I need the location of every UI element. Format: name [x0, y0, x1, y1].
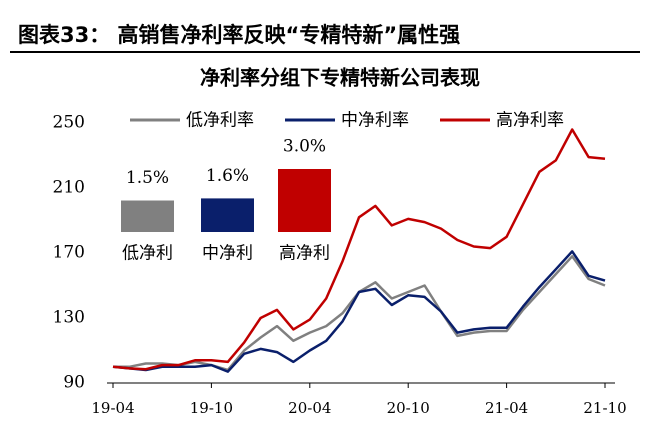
y-tick-label: 90	[63, 373, 85, 393]
series-line	[112, 250, 606, 373]
x-tick-label: 21-04	[485, 399, 528, 417]
chart-title: 净利率分组下专精特新公司表现	[200, 66, 480, 90]
inset-value-label: 3.0%	[283, 137, 326, 157]
inset-bar	[278, 169, 331, 232]
inset-category-label: 低净利	[122, 244, 173, 264]
y-tick-label: 130	[53, 308, 85, 328]
inset-value-label: 1.6%	[206, 166, 249, 186]
header-title: 图表33： 高销售净利率反映“专精特新”属性强	[18, 23, 460, 47]
inset-bar	[121, 200, 174, 232]
inset-value-label: 1.5%	[126, 168, 169, 188]
x-tick-label: 20-04	[288, 399, 331, 417]
series-line	[112, 128, 606, 371]
y-tick-label: 210	[53, 178, 85, 198]
y-tick-label: 250	[53, 113, 85, 133]
x-tick-label: 21-10	[583, 399, 626, 417]
inset-category-label: 高净利	[279, 244, 330, 264]
x-tick-label: 19-04	[91, 399, 134, 417]
legend-label: 低净利率	[186, 111, 254, 131]
y-tick-label: 170	[53, 243, 85, 263]
legend-label: 中净利率	[341, 111, 409, 131]
legend-label: 高净利率	[496, 111, 564, 131]
x-tick-label: 20-10	[387, 399, 430, 417]
x-tick-label: 19-10	[190, 399, 233, 417]
inset-category-label: 中净利	[202, 244, 253, 264]
series-line	[113, 255, 606, 372]
inset-bar	[201, 198, 254, 232]
